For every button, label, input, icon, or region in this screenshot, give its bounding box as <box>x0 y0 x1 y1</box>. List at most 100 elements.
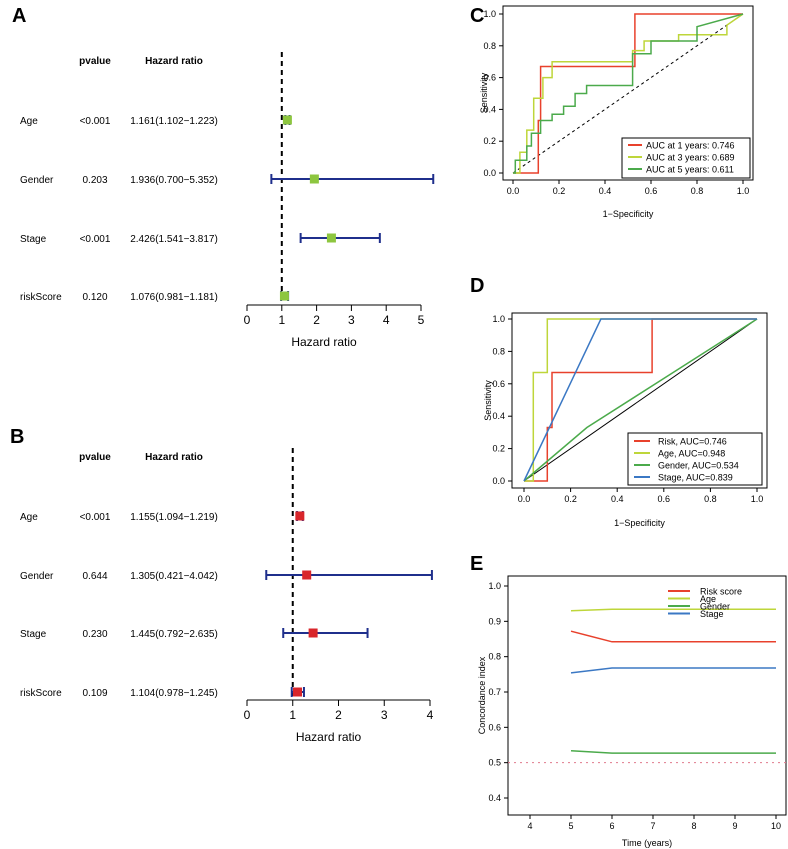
y-tick-label: 0.8 <box>488 652 501 662</box>
diagonal-reference-line <box>523 318 758 482</box>
legend-box <box>621 137 751 179</box>
y-tick-label: 0.4 <box>488 793 501 803</box>
panel-letter-c: C <box>470 5 484 27</box>
y-tick-label: 1.0 <box>483 9 496 19</box>
hr-point <box>282 115 292 125</box>
x-tick-label: 0 <box>244 708 251 722</box>
roc-plot-d: 0.0 0.2 0.4 0.6 0.8 1.0 0.0 0.2 0.4 0.6 0.8 1.0 1−Sp… <box>483 312 768 528</box>
series-line-3 <box>570 667 776 674</box>
x-tick-label: 5 <box>418 313 425 327</box>
row-pvalue: 0.230 <box>82 629 107 640</box>
row-label-stage: Stage <box>20 629 47 640</box>
y-tick-label: 1.0 <box>488 581 501 591</box>
x-tick-label: 0.6 <box>645 186 658 196</box>
panel-letter-e: E <box>470 553 483 575</box>
x-tick-label: 0.2 <box>553 186 566 196</box>
series-line-0 <box>524 318 757 482</box>
hr-point <box>293 687 303 697</box>
x-tick-label: 4 <box>383 313 390 327</box>
x-tick-label: 1 <box>278 313 285 327</box>
x-axis-title: Hazard ratio <box>291 335 357 349</box>
x-tick-label: 0.0 <box>507 186 520 196</box>
row-label-stage: Stage <box>20 234 47 245</box>
y-tick-label: 0.2 <box>483 136 496 146</box>
x-tick-label: 0.4 <box>599 186 612 196</box>
y-tick-label: 0.6 <box>483 73 496 83</box>
y-tick-label: 0.4 <box>492 411 505 421</box>
row-pvalue: 0.109 <box>82 688 107 699</box>
series-line-2 <box>570 749 776 754</box>
x-tick-label: 6 <box>609 821 614 831</box>
y-axis-title: Concordance index <box>477 656 487 734</box>
x-tick-label: 4 <box>427 708 434 722</box>
legend-label: AUC at 1 years: 0.746 <box>646 141 735 151</box>
y-axis-title: Sensitivity <box>479 72 489 113</box>
row-pvalue: <0.001 <box>80 116 111 127</box>
legend-label: Stage, AUC=0.839 <box>658 473 733 483</box>
x-tick-label: 0.8 <box>691 186 704 196</box>
row-hazard-ratio: 1.936(0.700−5.352) <box>130 175 218 186</box>
header-hazard-ratio: Hazard ratio <box>145 56 203 67</box>
x-axis-title: Time (years) <box>622 838 672 848</box>
panel-letter-b: B <box>10 426 24 448</box>
x-tick-label: 0.6 <box>658 494 671 504</box>
header-hazard-ratio: Hazard ratio <box>145 452 203 463</box>
x-tick-label: 5 <box>568 821 573 831</box>
x-tick-label: 3 <box>348 313 355 327</box>
y-tick-label: 0.8 <box>483 41 496 51</box>
concordance-plot-e: 4 5 6 7 8 9 10 0.4 0.5 0.6 0.7 0.8 0.9 1.0 Time (years… <box>477 575 787 848</box>
x-tick-label: 10 <box>771 821 781 831</box>
row-pvalue: 0.203 <box>82 175 107 186</box>
x-tick-label: 1.0 <box>751 494 764 504</box>
row-hazard-ratio: 1.104(0.978−1.245) <box>130 688 218 699</box>
row-label-gender: Gender <box>20 175 54 186</box>
hr-point <box>279 291 289 301</box>
plot-frame <box>511 312 768 489</box>
legend-box <box>627 432 763 486</box>
x-tick-label: 8 <box>691 821 696 831</box>
y-tick-label: 0.0 <box>492 476 505 486</box>
x-tick-label: 1.0 <box>737 186 750 196</box>
legend-label: Gender <box>700 602 730 612</box>
header-pvalue: pvalue <box>79 56 111 67</box>
y-tick-label: 0.0 <box>483 168 496 178</box>
x-tick-label: 0 <box>244 313 251 327</box>
legend-label: Gender, AUC=0.534 <box>658 461 739 471</box>
series-line-3 <box>523 318 757 482</box>
y-axis-title: Sensitivity <box>483 380 493 421</box>
legend-label: Age, AUC=0.948 <box>658 449 725 459</box>
row-pvalue: <0.001 <box>80 512 111 523</box>
y-tick-label: 0.9 <box>488 616 501 626</box>
row-label-age: Age <box>20 512 38 523</box>
y-tick-label: 0.6 <box>492 379 505 389</box>
legend-label: Age <box>700 594 716 604</box>
plot-frame <box>507 575 787 816</box>
row-hazard-ratio: 1.076(0.981−1.181) <box>130 292 218 303</box>
row-pvalue: <0.001 <box>80 234 111 245</box>
y-tick-label: 0.5 <box>488 758 501 768</box>
x-axis-title: Hazard ratio <box>296 730 362 744</box>
x-tick-label: 2 <box>335 708 342 722</box>
row-hazard-ratio: 1.305(0.421−4.042) <box>130 571 218 582</box>
header-pvalue: pvalue <box>79 452 111 463</box>
roc-plot-c: 0.0 0.2 0.4 0.6 0.8 1.0 0.0 0.2 0.4 0.6 0.8 1.0 1−Sp… <box>479 5 754 219</box>
legend-label: Stage <box>700 609 724 619</box>
y-tick-label: 1.0 <box>492 314 505 324</box>
series-line-1 <box>570 608 776 612</box>
hr-point <box>326 233 336 243</box>
series-line-2 <box>513 13 744 174</box>
x-tick-label: 0.0 <box>518 494 531 504</box>
y-tick-label: 0.8 <box>492 346 505 356</box>
legend-label: Risk, AUC=0.746 <box>658 437 727 447</box>
x-axis-title: 1−Specificity <box>603 209 654 219</box>
y-tick-label: 0.7 <box>488 687 501 697</box>
x-tick-label: 4 <box>527 821 532 831</box>
y-tick-label: 0.2 <box>492 444 505 454</box>
row-label-riskscore: riskScore <box>20 688 62 699</box>
y-tick-label: 0.4 <box>483 104 496 114</box>
row-hazard-ratio: 1.161(1.102−1.223) <box>130 116 218 127</box>
legend-label: AUC at 5 years: 0.611 <box>646 165 734 175</box>
row-label-gender: Gender <box>20 571 54 582</box>
panel-letter-d: D <box>470 275 484 297</box>
